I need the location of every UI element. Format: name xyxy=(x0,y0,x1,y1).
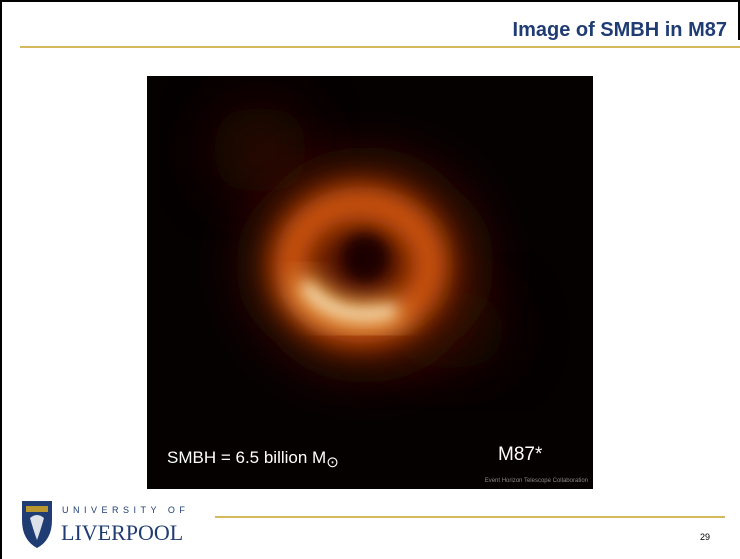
mass-label-text: SMBH = 6.5 billion M xyxy=(167,448,326,467)
mass-label-subscript: ⊙ xyxy=(326,454,339,471)
logo-bottom: LIVERPOOL xyxy=(61,520,183,545)
mass-label: SMBH = 6.5 billion M⊙ xyxy=(167,448,339,471)
object-label: M87* xyxy=(498,444,543,465)
logo-top: UNIVERSITY OF xyxy=(62,505,189,515)
university-logo: UNIVERSITY OF LIVERPOOL xyxy=(22,501,189,548)
black-hole-image xyxy=(147,76,593,489)
slide-title: Image of SMBH in M87 xyxy=(513,19,727,41)
page-number: 29 xyxy=(700,532,710,542)
image-credit: Event Horizon Telescope Collaboration xyxy=(485,478,588,484)
